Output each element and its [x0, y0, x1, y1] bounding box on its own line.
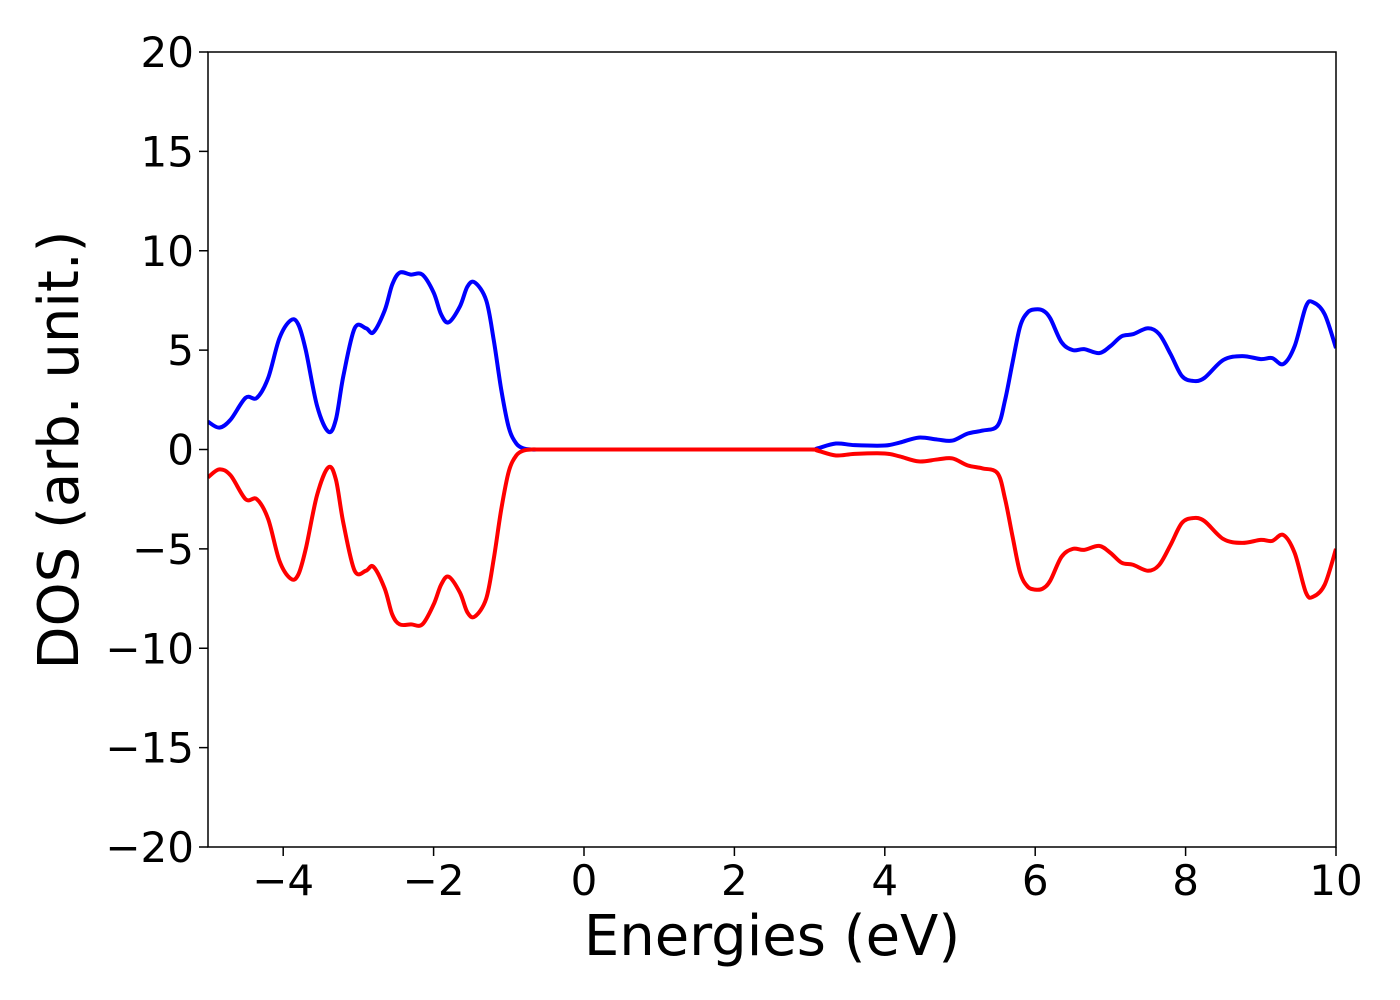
y-axis-title: DOS (arb. unit.): [27, 230, 92, 669]
series-line-spin-up: [208, 270, 1336, 452]
y-tick-label: 15: [141, 127, 194, 176]
x-tick-label: 2: [721, 856, 748, 905]
x-tick-label: 0: [571, 856, 598, 905]
y-axis: −20 −15 −10 −5 0 5 10 15 20: [105, 28, 208, 872]
y-tick-label: −5: [132, 525, 194, 574]
y-tick-label: −10: [105, 624, 194, 673]
y-tick-label: 10: [141, 227, 194, 276]
y-tick-label: 0: [167, 426, 194, 475]
x-tick-label: −2: [403, 856, 465, 905]
y-tick-label: 5: [167, 326, 194, 375]
y-tick-label: 20: [141, 28, 194, 77]
series-layer: [208, 270, 1336, 628]
y-tick-label: −15: [105, 724, 194, 773]
x-tick-label: 4: [871, 856, 898, 905]
series-line-spin-down: [208, 447, 1336, 628]
x-tick-label: −4: [252, 856, 314, 905]
x-tick-label: 10: [1309, 856, 1362, 905]
x-axis-title: Energies (eV): [584, 904, 960, 969]
x-tick-label: 8: [1172, 856, 1199, 905]
y-tick-label: −20: [105, 823, 194, 872]
x-axis: −4 −2 0 2 4 6 8 10: [252, 847, 1363, 905]
x-tick-label: 6: [1022, 856, 1049, 905]
